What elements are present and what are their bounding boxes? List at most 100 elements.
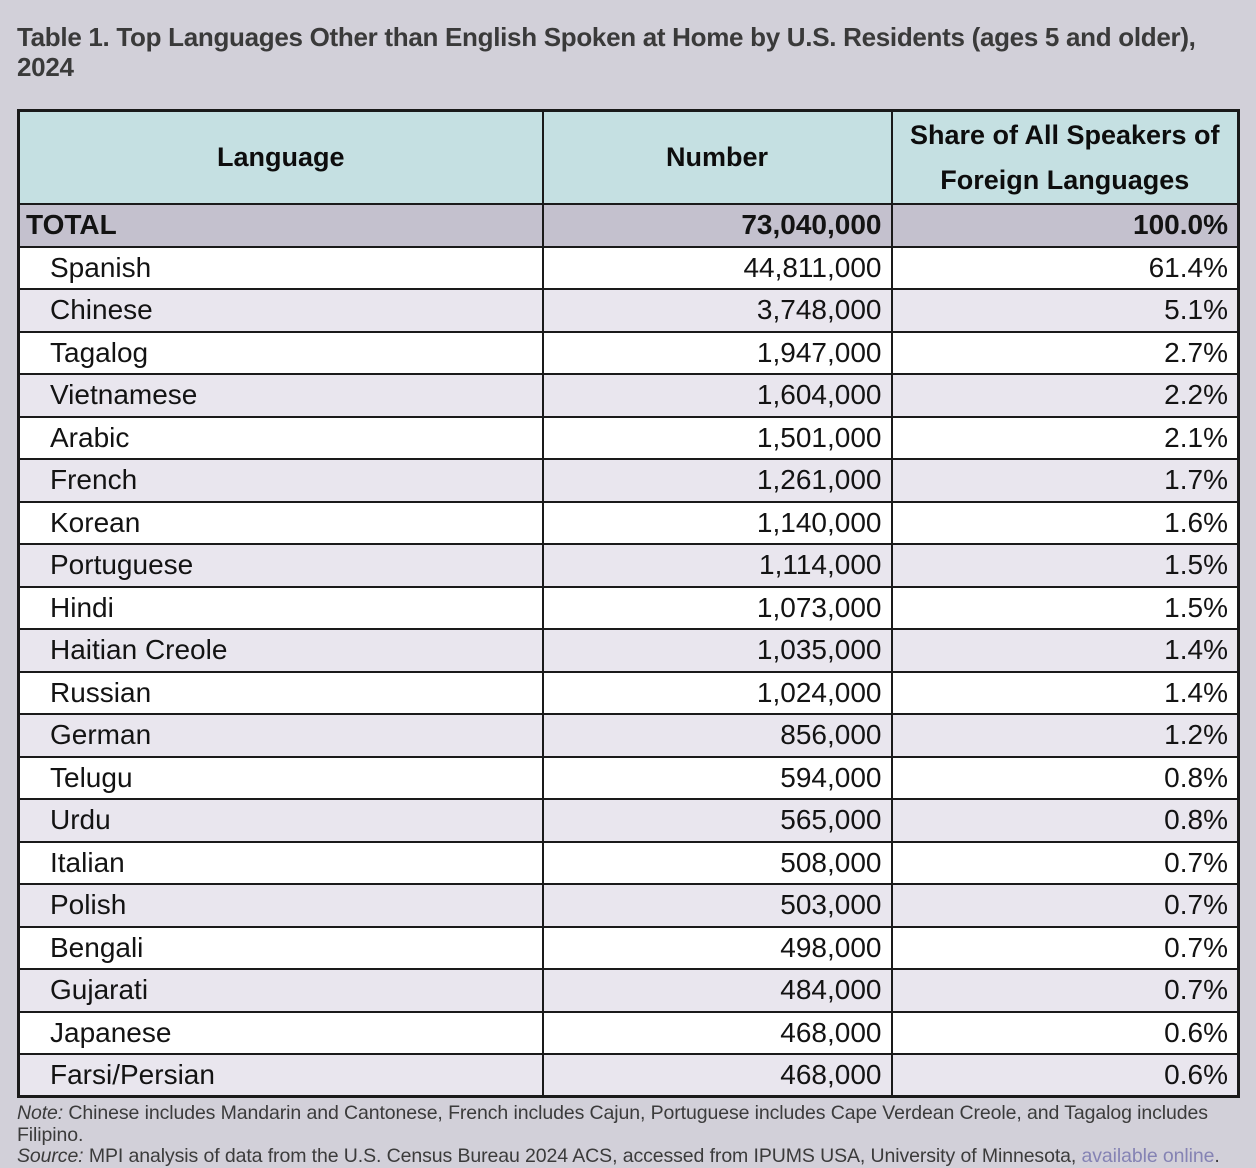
language-cell: Russian: [17, 670, 544, 716]
table-row: Japanese 468,000 0.6%: [17, 1010, 1240, 1056]
number-cell: 856,000: [541, 713, 893, 758]
table-row: Gujarati 484,000 0.7%: [17, 968, 1240, 1013]
total-number-cell: 73,040,000: [541, 203, 893, 248]
table-row: Italian 508,000 0.7%: [17, 840, 1240, 886]
table-row: Urdu 565,000 0.8%: [17, 798, 1240, 843]
share-cell: 1.4%: [890, 628, 1240, 673]
source-line: Source: MPI analysis of data from the U.…: [17, 1146, 1237, 1168]
share-cell: 0.8%: [890, 755, 1240, 801]
language-cell: French: [17, 458, 544, 503]
share-cell: 0.7%: [890, 925, 1240, 971]
source-link[interactable]: available online: [1081, 1145, 1215, 1168]
number-cell: 484,000: [541, 968, 893, 1013]
table-row: Chinese 3,748,000 5.1%: [17, 288, 1240, 333]
language-cell: Arabic: [17, 415, 544, 461]
share-cell: 1.4%: [890, 670, 1240, 716]
share-cell: 1.5%: [890, 585, 1240, 631]
language-cell: Spanish: [17, 245, 544, 291]
table-row: Portuguese 1,114,000 1.5%: [17, 543, 1240, 588]
language-cell: Urdu: [17, 798, 544, 843]
share-cell: 2.7%: [890, 330, 1240, 376]
number-cell: 1,947,000: [541, 330, 893, 376]
share-cell: 0.6%: [890, 1010, 1240, 1056]
total-share-cell: 100.0%: [890, 203, 1240, 248]
number-cell: 44,811,000: [541, 245, 893, 291]
number-cell: 1,604,000: [541, 373, 893, 418]
languages-table: Language Number Share of All Speakers of…: [17, 108, 1240, 1099]
number-cell: 1,140,000: [541, 500, 893, 546]
language-cell: Vietnamese: [17, 373, 544, 418]
number-cell: 1,035,000: [541, 628, 893, 673]
language-cell: Hindi: [17, 585, 544, 631]
language-cell: German: [17, 713, 544, 758]
table-row: Hindi 1,073,000 1.5%: [17, 585, 1240, 631]
number-cell: 3,748,000: [541, 288, 893, 333]
share-cell: 0.6%: [890, 1053, 1240, 1098]
table-row: Arabic 1,501,000 2.1%: [17, 415, 1240, 461]
language-cell: Italian: [17, 840, 544, 886]
table-row: Telugu 594,000 0.8%: [17, 755, 1240, 801]
language-cell: Bengali: [17, 925, 544, 971]
column-header-share: Share of All Speakers of Foreign Languag…: [890, 109, 1240, 206]
number-cell: 503,000: [541, 883, 893, 928]
number-cell: 565,000: [541, 798, 893, 843]
language-cell: Polish: [17, 883, 544, 928]
table-row: Russian 1,024,000 1.4%: [17, 670, 1240, 716]
total-language-cell: TOTAL: [17, 203, 544, 248]
share-cell: 0.7%: [890, 968, 1240, 1013]
number-cell: 468,000: [541, 1053, 893, 1098]
language-cell: Haitian Creole: [17, 628, 544, 673]
note-line: Note: Chinese includes Mandarin and Cant…: [17, 1103, 1237, 1146]
number-cell: 1,073,000: [541, 585, 893, 631]
share-cell: 2.2%: [890, 373, 1240, 418]
number-cell: 1,114,000: [541, 543, 893, 588]
table-notes: Note: Chinese includes Mandarin and Cant…: [17, 1103, 1237, 1168]
language-rows: Spanish 44,811,000 61.4% Chinese 3,748,000 5.…: [17, 245, 1240, 1098]
number-cell: 1,501,000: [541, 415, 893, 461]
note-label: Note:: [17, 1102, 64, 1125]
number-cell: 1,024,000: [541, 670, 893, 716]
table-row: Farsi/Persian 468,000 0.6%: [17, 1053, 1240, 1098]
number-cell: 594,000: [541, 755, 893, 801]
note-text: Chinese includes Mandarin and Cantonese,…: [17, 1102, 1208, 1146]
source-text: MPI analysis of data from the U.S. Censu…: [83, 1145, 1082, 1168]
language-cell: Tagalog: [17, 330, 544, 376]
table-row: Tagalog 1,947,000 2.7%: [17, 330, 1240, 376]
number-cell: 498,000: [541, 925, 893, 971]
table-header: Language Number Share of All Speakers of…: [17, 109, 1240, 206]
share-cell: 2.1%: [890, 415, 1240, 461]
language-cell: Korean: [17, 500, 544, 546]
language-cell: Portuguese: [17, 543, 544, 588]
language-cell: Telugu: [17, 755, 544, 801]
table-row: Spanish 44,811,000 61.4%: [17, 245, 1240, 291]
table-row: French 1,261,000 1.7%: [17, 458, 1240, 503]
language-cell: Farsi/Persian: [17, 1053, 544, 1098]
column-header-share-line2: Foreign Languages: [940, 164, 1190, 195]
table-row: Korean 1,140,000 1.6%: [17, 500, 1240, 546]
table-row: Vietnamese 1,604,000 2.2%: [17, 373, 1240, 418]
share-cell: 0.8%: [890, 798, 1240, 843]
source-label: Source:: [17, 1145, 84, 1168]
share-cell: 0.7%: [890, 883, 1240, 928]
table-row: German 856,000 1.2%: [17, 713, 1240, 758]
share-cell: 1.2%: [890, 713, 1240, 758]
number-cell: 1,261,000: [541, 458, 893, 503]
total-row: TOTAL 73,040,000 100.0%: [17, 203, 1240, 248]
share-cell: 0.7%: [890, 840, 1240, 886]
share-cell: 5.1%: [890, 288, 1240, 333]
table-row: Haitian Creole 1,035,000 1.4%: [17, 628, 1240, 673]
table-row: Bengali 498,000 0.7%: [17, 925, 1240, 971]
source-suffix: .: [1214, 1145, 1220, 1168]
number-cell: 508,000: [541, 840, 893, 886]
share-cell: 61.4%: [890, 245, 1240, 291]
page-title: Table 1. Top Languages Other than Englis…: [17, 22, 1196, 82]
table-header-row: Language Number Share of All Speakers of…: [17, 109, 1240, 206]
share-cell: 1.7%: [890, 458, 1240, 503]
column-header-share-line1: Share of All Speakers of: [909, 119, 1220, 150]
language-cell: Gujarati: [17, 968, 544, 1013]
share-cell: 1.5%: [890, 543, 1240, 588]
language-cell: Chinese: [17, 288, 544, 333]
number-cell: 468,000: [541, 1010, 893, 1056]
total-section: TOTAL 73,040,000 100.0%: [17, 203, 1240, 248]
